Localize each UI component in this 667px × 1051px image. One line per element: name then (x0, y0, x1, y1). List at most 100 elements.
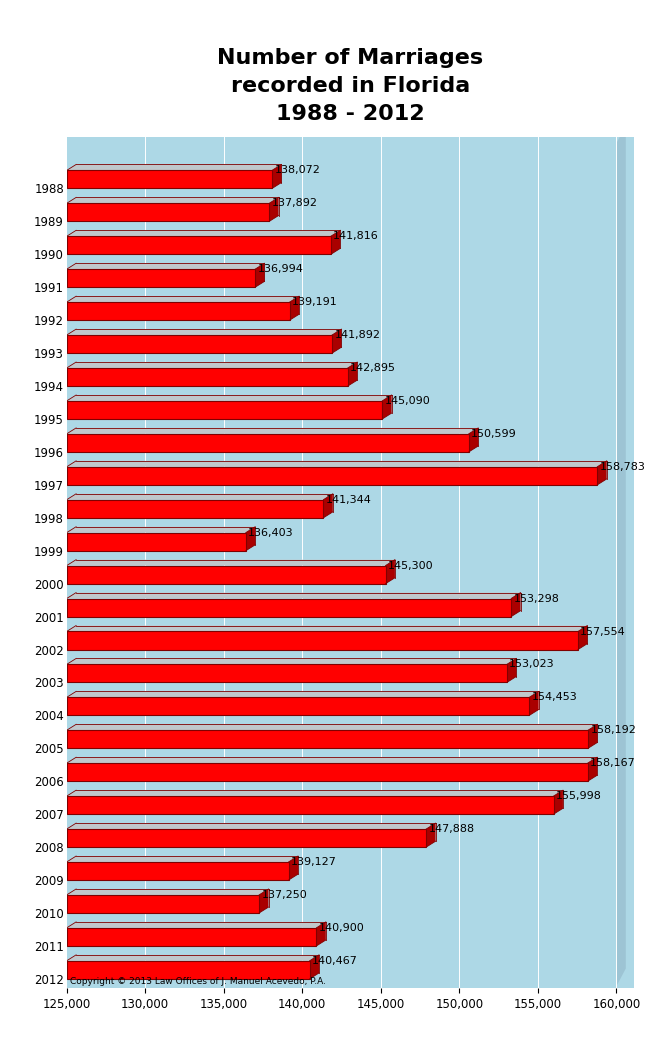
Text: 145,090: 145,090 (385, 396, 430, 406)
Polygon shape (507, 658, 516, 682)
Polygon shape (597, 460, 607, 485)
Bar (67, 862, 289, 880)
Polygon shape (426, 823, 436, 847)
Text: 147,888: 147,888 (428, 824, 475, 834)
Text: Copyright © 2013 Law Offices of J. Manuel Acevedo, P.A.: Copyright © 2013 Law Offices of J. Manue… (70, 976, 326, 986)
Text: 140,467: 140,467 (312, 955, 358, 966)
Polygon shape (67, 823, 436, 829)
Polygon shape (67, 395, 392, 400)
Polygon shape (259, 889, 269, 913)
Polygon shape (289, 296, 299, 321)
Bar (67, 302, 289, 321)
Polygon shape (554, 790, 563, 815)
Polygon shape (67, 329, 342, 335)
Bar (67, 170, 272, 188)
Polygon shape (67, 593, 520, 598)
Polygon shape (67, 889, 269, 894)
Text: 154,453: 154,453 (532, 693, 578, 702)
Polygon shape (67, 955, 319, 961)
Polygon shape (386, 559, 395, 583)
Polygon shape (616, 125, 626, 986)
Bar (67, 533, 245, 551)
Polygon shape (67, 625, 588, 632)
Polygon shape (67, 692, 539, 697)
Polygon shape (67, 230, 340, 236)
Polygon shape (289, 857, 298, 880)
Polygon shape (382, 395, 392, 419)
Bar (67, 565, 386, 583)
Polygon shape (67, 362, 357, 368)
Bar (67, 236, 331, 254)
Text: 139,127: 139,127 (291, 857, 337, 867)
Title: Number of Marriages
recorded in Florida
1988 - 2012: Number of Marriages recorded in Florida … (217, 48, 483, 124)
Bar (67, 961, 309, 978)
Polygon shape (348, 362, 357, 386)
Bar (67, 928, 316, 946)
Polygon shape (67, 198, 279, 203)
Polygon shape (578, 625, 588, 650)
Bar (67, 664, 507, 682)
Polygon shape (67, 658, 516, 664)
Polygon shape (529, 692, 539, 716)
Bar (67, 730, 588, 748)
Polygon shape (588, 724, 598, 748)
Text: 141,816: 141,816 (333, 231, 379, 242)
Bar (67, 467, 597, 485)
Text: 136,994: 136,994 (257, 264, 303, 274)
Polygon shape (255, 263, 265, 287)
Text: 140,900: 140,900 (319, 923, 364, 933)
Polygon shape (67, 922, 326, 928)
Bar (67, 335, 332, 353)
Polygon shape (67, 527, 255, 533)
Text: 158,192: 158,192 (590, 725, 636, 736)
Bar (67, 400, 382, 419)
Polygon shape (309, 955, 319, 978)
Polygon shape (269, 198, 279, 222)
Polygon shape (332, 329, 342, 353)
Bar (67, 203, 269, 222)
Bar (67, 632, 578, 650)
Text: 158,783: 158,783 (600, 461, 646, 472)
Bar (67, 368, 348, 386)
Text: 153,023: 153,023 (509, 659, 555, 669)
Text: 139,191: 139,191 (292, 297, 338, 307)
Text: 137,250: 137,250 (261, 890, 307, 900)
Polygon shape (245, 527, 255, 551)
Polygon shape (67, 857, 298, 862)
Bar (67, 697, 529, 716)
Text: 155,998: 155,998 (556, 791, 602, 801)
Polygon shape (67, 724, 598, 730)
Polygon shape (272, 164, 281, 188)
Polygon shape (67, 460, 607, 467)
Polygon shape (316, 922, 326, 946)
Text: 145,300: 145,300 (388, 560, 434, 571)
Bar (67, 763, 588, 781)
Text: 142,895: 142,895 (350, 363, 396, 373)
Text: 153,298: 153,298 (514, 594, 560, 603)
Bar (67, 269, 255, 287)
Bar (67, 796, 554, 815)
Polygon shape (323, 494, 333, 518)
Bar (67, 434, 469, 452)
Polygon shape (67, 758, 597, 763)
Text: 141,892: 141,892 (334, 330, 380, 341)
Polygon shape (67, 164, 281, 170)
Bar (67, 829, 426, 847)
Polygon shape (67, 790, 563, 796)
Text: 158,167: 158,167 (590, 758, 636, 768)
Polygon shape (67, 296, 299, 302)
Polygon shape (67, 263, 265, 269)
Bar (67, 894, 259, 913)
Bar (67, 499, 323, 518)
Text: 141,344: 141,344 (325, 495, 372, 504)
Text: 157,554: 157,554 (580, 626, 626, 637)
Bar (67, 598, 511, 617)
Polygon shape (511, 593, 520, 617)
Text: 150,599: 150,599 (471, 429, 517, 439)
Polygon shape (67, 125, 626, 143)
Polygon shape (67, 494, 333, 499)
Text: 136,403: 136,403 (248, 528, 293, 538)
Polygon shape (331, 230, 340, 254)
Polygon shape (588, 758, 597, 781)
Polygon shape (67, 559, 395, 565)
